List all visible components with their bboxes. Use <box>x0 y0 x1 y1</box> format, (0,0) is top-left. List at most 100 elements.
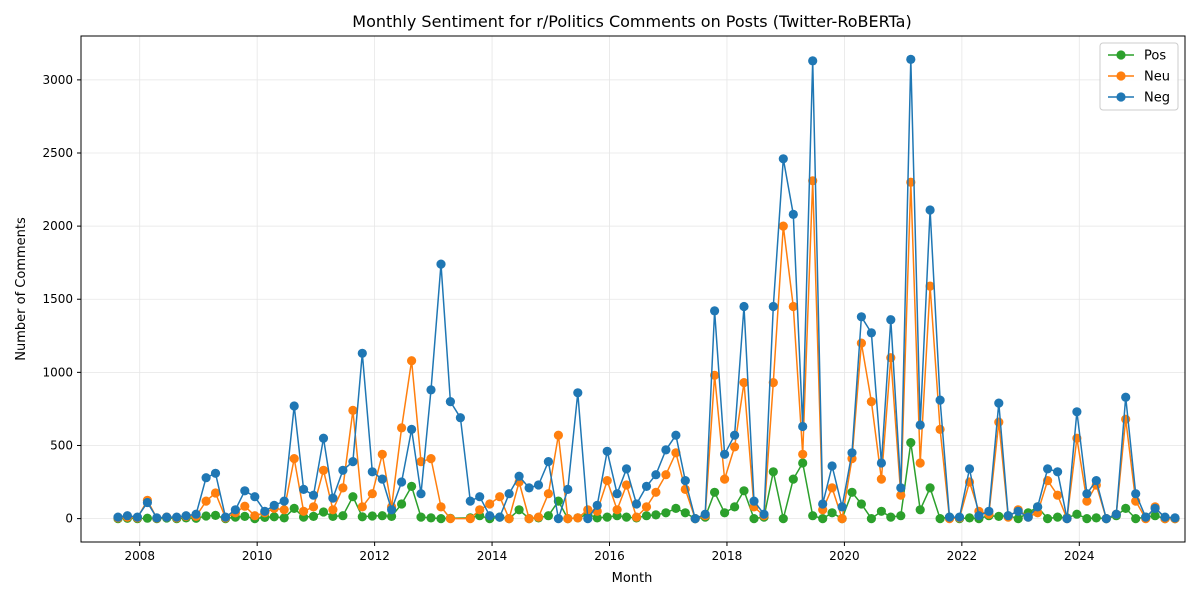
data-point-neg <box>533 480 544 490</box>
data-point-neg <box>847 448 857 458</box>
legend-marker <box>1116 71 1126 81</box>
y-tick-label: 1500 <box>42 292 73 306</box>
data-point-pos <box>1082 514 1092 524</box>
data-point-pos <box>367 511 377 521</box>
data-point-neg <box>553 514 564 524</box>
data-point-pos <box>739 486 749 496</box>
data-point-pos <box>602 512 612 522</box>
data-point-neg <box>318 433 329 443</box>
data-point-neg <box>915 420 925 430</box>
data-point-neg <box>1131 489 1141 499</box>
data-point-neg <box>289 401 299 411</box>
data-point-neg <box>700 509 710 519</box>
x-tick-label: 2020 <box>829 549 860 563</box>
x-tick-label: 2018 <box>712 549 743 563</box>
data-point-pos <box>592 513 602 523</box>
data-point-neg <box>759 509 769 519</box>
data-point-pos <box>788 474 798 484</box>
data-point-pos <box>915 505 925 515</box>
data-point-neu <box>543 489 554 499</box>
data-point-neg <box>935 395 945 405</box>
data-point-neg <box>1150 503 1160 513</box>
data-point-neu <box>602 476 612 486</box>
data-point-pos <box>925 483 935 493</box>
data-point-neg <box>720 449 730 459</box>
data-point-neg <box>818 499 828 509</box>
data-point-pos <box>778 514 788 524</box>
data-point-neg <box>132 512 142 522</box>
legend-marker <box>1116 92 1126 102</box>
data-point-neu <box>837 514 847 524</box>
x-axis: 2008 2010 2012 2014 2016 2018 2020 2022 2024 <box>124 542 1095 563</box>
data-point-neg <box>671 430 681 440</box>
data-point-neg <box>730 430 740 440</box>
data-point-neg <box>876 458 887 468</box>
data-point-neu <box>621 480 632 490</box>
data-point-neg <box>710 306 720 316</box>
data-point-neu <box>720 474 730 484</box>
data-point-pos <box>621 512 632 522</box>
data-point-neg <box>896 483 906 493</box>
data-point-neg <box>768 301 778 312</box>
data-point-neu <box>357 502 367 512</box>
data-point-neg <box>1003 511 1013 521</box>
data-point-neg <box>524 483 534 493</box>
data-point-pos <box>348 492 358 502</box>
data-point-neg <box>113 512 123 522</box>
data-point-pos <box>201 511 211 521</box>
data-point-pos <box>142 513 152 523</box>
data-point-neu <box>475 505 485 515</box>
data-point-neu <box>1082 496 1092 506</box>
data-point-neg <box>602 446 612 456</box>
data-point-pos <box>1043 514 1053 524</box>
data-point-neg <box>357 348 367 358</box>
data-point-neu <box>250 511 260 521</box>
data-point-neu <box>524 514 534 524</box>
data-point-neg <box>260 506 270 516</box>
data-point-pos <box>1131 514 1141 524</box>
data-point-pos <box>1121 503 1131 513</box>
data-point-pos <box>407 481 417 491</box>
data-point-neg <box>348 457 358 467</box>
data-point-neg <box>778 154 788 164</box>
data-point-neg <box>338 465 348 475</box>
data-point-neg <box>984 506 994 516</box>
data-point-neu <box>348 405 358 415</box>
data-point-neg <box>543 457 554 467</box>
plot-frame <box>80 35 1186 543</box>
data-point-pos <box>514 505 524 515</box>
x-axis-label: Month <box>612 571 653 586</box>
data-point-neu <box>631 512 642 522</box>
data-point-neg <box>416 489 426 499</box>
legend-label: Neg <box>1144 91 1170 106</box>
series-line-neu <box>117 180 1175 520</box>
data-point-pos <box>827 508 837 518</box>
data-point-neg <box>122 511 132 521</box>
data-point-neu <box>866 397 877 407</box>
data-point-neg <box>954 512 965 522</box>
data-point-pos <box>680 508 690 518</box>
data-point-pos <box>768 467 778 477</box>
data-point-neg <box>152 513 162 523</box>
data-point-neg <box>690 514 700 524</box>
legend-item-neg: Neg <box>1108 91 1170 106</box>
data-point-pos <box>318 507 329 517</box>
data-point-pos <box>387 511 397 521</box>
data-point-pos <box>856 499 867 509</box>
data-point-neg <box>299 484 309 494</box>
data-point-neg <box>1033 502 1043 512</box>
data-point-pos <box>661 508 671 518</box>
data-point-neg <box>1053 467 1063 477</box>
data-point-neu <box>240 501 250 511</box>
data-point-neu <box>827 483 837 493</box>
y-tick-label: 500 <box>50 438 73 452</box>
data-point-neg <box>827 461 837 471</box>
data-point-neu <box>210 488 221 498</box>
data-point-neg <box>974 511 984 521</box>
data-point-neg <box>739 301 749 312</box>
data-point-neg <box>573 388 583 398</box>
y-tick-label: 2500 <box>42 146 73 160</box>
data-point-neg <box>162 512 172 522</box>
legend-label: Pos <box>1144 49 1166 64</box>
